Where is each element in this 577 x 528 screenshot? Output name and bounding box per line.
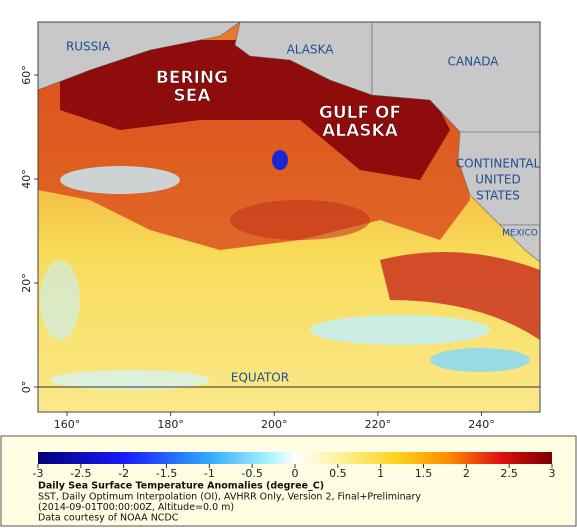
map-label: EQUATOR xyxy=(231,371,289,385)
legend-panel xyxy=(0,435,577,527)
map-label: CONTINENTAL xyxy=(456,157,541,171)
colorbar-tick-label: -2 xyxy=(118,467,129,480)
colorbar-tick-label: 2 xyxy=(463,467,470,480)
map-label: GULF OF xyxy=(319,103,401,123)
caption-line: SST, Daily Optimum Interpolation (OI), A… xyxy=(38,492,421,503)
x-tick-label: 160° xyxy=(54,418,81,431)
colorbar-tick-label: 3 xyxy=(549,467,556,480)
caption-line: (2014-09-01T00:00:00Z, Altitude=0.0 m) xyxy=(38,502,234,513)
colorbar-tick-label: 0 xyxy=(292,467,299,480)
map-label: MEXICO xyxy=(502,229,538,239)
map-label: ALASKA xyxy=(287,43,335,57)
map-frame xyxy=(37,21,541,413)
x-tick-label: 220° xyxy=(365,418,392,431)
colorbar-tick-label: -3 xyxy=(33,467,44,480)
map-label: ALASKA xyxy=(322,121,399,141)
colorbar-tick-label: 2.5 xyxy=(500,467,518,480)
y-tick-label: 40° xyxy=(20,169,33,189)
colorbar-tick-label: 1.5 xyxy=(415,467,433,480)
colorbar-tick-label: 0.5 xyxy=(329,467,347,480)
map-label: RUSSIA xyxy=(66,40,111,54)
map xyxy=(38,22,540,412)
caption-title: Daily Sea Surface Temperature Anomalies … xyxy=(38,481,324,492)
colorbar-tick-label: -0.5 xyxy=(241,467,262,480)
x-tick-label: 180° xyxy=(157,418,184,431)
y-tick-label: 60° xyxy=(20,65,33,85)
map-label: STATES xyxy=(476,189,520,203)
colorbar-tick-label: -2.5 xyxy=(70,467,91,480)
caption-line: Data courtesy of NOAA NCDC xyxy=(38,513,179,524)
y-tick-label: 0° xyxy=(20,381,33,394)
x-tick-label: 240° xyxy=(468,418,495,431)
y-tick-label: 20° xyxy=(20,273,33,293)
colorbar-tick-label: 1 xyxy=(377,467,384,480)
colorbar-tick-label: -1 xyxy=(204,467,215,480)
colorbar-tick-label: -1.5 xyxy=(156,467,177,480)
map-label: SEA xyxy=(173,86,211,106)
x-tick-label: 200° xyxy=(261,418,288,431)
map-label: CANADA xyxy=(447,55,499,69)
colorbar xyxy=(38,452,552,464)
map-label: UNITED xyxy=(475,173,520,187)
map-label: BERING xyxy=(156,68,228,88)
